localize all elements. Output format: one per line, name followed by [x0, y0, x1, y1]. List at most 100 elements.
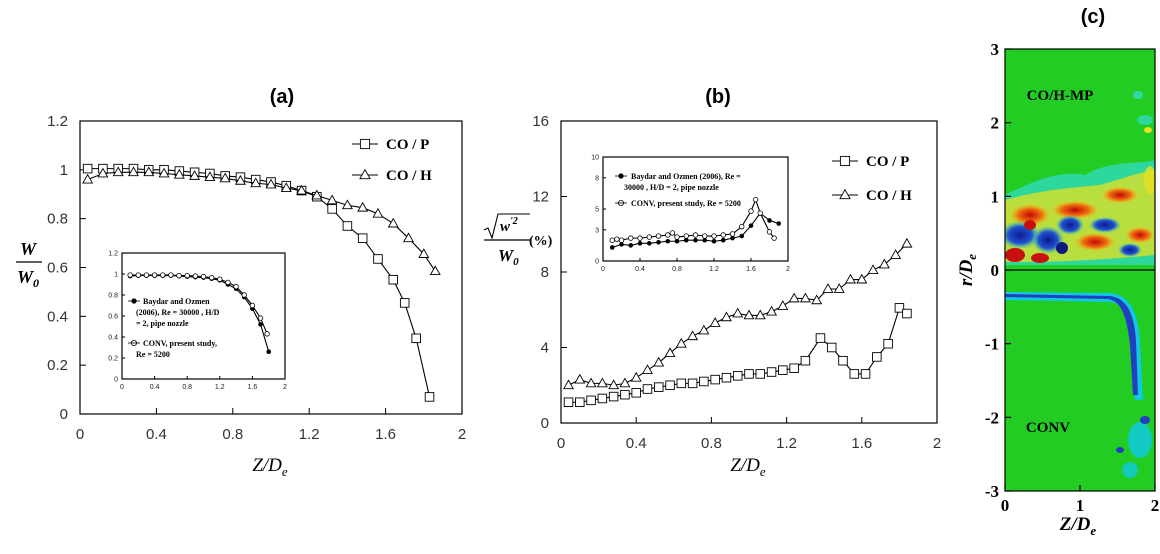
panel-c-xtick-label: 1 — [1076, 496, 1085, 515]
contour-map — [1005, 49, 1155, 491]
panel-a-inset-xtick-label: 1.6 — [248, 384, 258, 391]
panel-a-legend-label-2: CO / H — [386, 168, 432, 184]
panel-a-series-2-point — [219, 172, 231, 183]
panel-a-series-1-point — [342, 221, 353, 231]
panel-a-inset-series-2-point — [160, 272, 166, 278]
panel-b-inset-xtick-label: 0 — [601, 266, 605, 273]
panel-a-series-2-point — [265, 178, 277, 189]
panel-b-xlabel: Z/De — [730, 455, 766, 479]
panel-a-ytick-label: 0.2 — [47, 357, 68, 374]
panel-a-inset-legend-1-l1: Baydar and Ozmen — [143, 297, 210, 306]
panel-a-xtick-label: 0.4 — [146, 426, 167, 443]
panel-b-series-1-point — [654, 382, 664, 392]
panel-b-inset-series-1-point — [693, 237, 698, 243]
panel-b-series-1-point — [586, 395, 596, 406]
panel-a: (a) 0 0.4 0.8 1.2 1.6 2 0 0.2 0.4 0.6 0.8 1 1.2 W W0… — [16, 86, 466, 479]
panel-c: (c) — [956, 6, 1159, 538]
panel-b-inset-xtick-label: 2 — [786, 266, 790, 273]
panel-b-inset-series-1-point — [609, 245, 615, 250]
panel-a-series-2-point — [143, 166, 155, 177]
panel-b-series-2-point — [743, 309, 755, 320]
panel-b-series-2-point — [630, 371, 642, 382]
panel-b-ytick-label: 4 — [541, 340, 549, 357]
panel-b-series-1-point — [563, 397, 574, 407]
panel-a-inset-ytick-label: 0.4 — [108, 335, 118, 342]
panel-b-inset-series-1-point — [619, 242, 624, 247]
panel-a-inset-ytick-label: 0.6 — [108, 314, 118, 321]
panel-b-inset-xtick-label: 1.2 — [709, 266, 719, 273]
panel-b-inset-series-1-point — [730, 235, 735, 241]
panel-a-series-1-point — [424, 392, 435, 402]
panel-c-xtick-label: 0 — [1001, 496, 1010, 515]
panel-b-series-1-point — [744, 369, 754, 379]
panel-b-series-1-point — [789, 363, 799, 374]
panel-a-ytick-label: 0 — [60, 406, 68, 423]
panel-b-inset-series-1-point — [665, 238, 671, 244]
panel-b-inset-series-2-point — [655, 233, 662, 239]
panel-b-series-1-point — [676, 378, 687, 389]
panel-a-inset-series-2-point — [135, 272, 141, 278]
panel-c-xtick-label: 2 — [1151, 496, 1160, 515]
panel-a-ytick-label: 0.6 — [47, 260, 68, 277]
panel-a-inset-series-2-point — [264, 331, 270, 337]
panel-c-ytick-label: 2 — [991, 114, 1000, 133]
panel-a-series-1-point — [327, 204, 337, 214]
panel-b-inset-series-2-point — [752, 196, 759, 203]
panel-a-inset-series-2-point — [249, 302, 256, 309]
panel-b-inset-xtick-label: 0.8 — [672, 266, 682, 273]
panel-a-inset-series — [127, 272, 272, 355]
panel-b-inset-series-2-point — [637, 235, 643, 241]
panel-a-series-2-point — [296, 184, 308, 195]
panel-b-series-2-point — [890, 249, 902, 259]
panel-b-inset-series-1-point — [702, 237, 708, 243]
panel-b-series — [563, 237, 913, 407]
panel-b-ylabel: w'2 W0 (%) — [483, 213, 553, 268]
panel-b-series-2-point — [720, 311, 732, 322]
panel-a-series-2-point — [173, 168, 185, 179]
panel-b-inset-series-2-point — [692, 232, 699, 238]
panel-b-inset-series-1-point — [748, 223, 754, 228]
panel-b-series-2-point — [867, 264, 879, 275]
panel-b-inset-series-2-point — [748, 208, 754, 214]
panel-b-inset-series-1-point — [683, 237, 689, 243]
panel-b-inset-series-2-point — [766, 229, 773, 235]
panel-c-ytick-label: 0 — [991, 261, 1000, 280]
panel-b-series-2-point — [698, 324, 710, 335]
panel-b-series-1-point — [687, 378, 698, 389]
panel-b-legend-marker-1 — [839, 155, 851, 167]
panel-a-inset-legend-1-l3: = 2, pipe nozzle — [136, 319, 189, 328]
panel-a-series-1-point — [82, 163, 93, 174]
panel-b-inset-xtick-label: 0.4 — [635, 266, 645, 273]
panel-b-ytick-label: 0 — [541, 415, 549, 432]
panel-b-series-1-point — [699, 376, 709, 387]
panel-b-inset-legend-1-l2: 30000 , H/D = 2, pipe nozzle — [624, 183, 719, 192]
panel-a-inset-xtick-label: 0 — [120, 384, 124, 391]
panel-b-inset-xtick-label: 1.6 — [746, 266, 756, 273]
contour-top-label: CO/H-MP — [1027, 88, 1094, 104]
panel-b-series-1-point — [597, 393, 608, 404]
panel-b-series-2-point — [619, 377, 631, 388]
panel-b-inset-series-2-point — [729, 231, 736, 237]
panel-b-inset-series-2-point — [609, 237, 615, 243]
panel-b-series-2-point — [856, 273, 868, 284]
panel-b-series-2-point — [608, 379, 620, 390]
panel-a-series-2-point — [326, 194, 338, 205]
panel-b-series-1-point — [608, 391, 619, 402]
panel-b-series-2-point — [799, 292, 811, 303]
panel-b-series-1-point — [860, 369, 871, 379]
panel-a-series-2-point — [189, 170, 201, 180]
panel-b-ytick-label: 8 — [541, 264, 549, 281]
panel-a-xlabel: Z/De — [252, 455, 288, 479]
panel-b-series-2-point — [754, 309, 766, 320]
panel-a-series-2-point — [418, 248, 430, 258]
panel-b-series-1-point — [883, 338, 893, 349]
panel-a-series-2-point — [403, 232, 415, 243]
panel-a-series-2-point — [204, 171, 216, 182]
panel-b-inset-series-2-point — [683, 233, 689, 239]
panel-a-inset-series-2-point — [241, 292, 247, 298]
panel-a-inset-series-2-point — [257, 315, 264, 321]
panel-b-series-2-point — [709, 317, 721, 327]
panel-b-series-1-point — [642, 384, 653, 394]
panel-a-ytick-label: 1.2 — [47, 113, 68, 130]
panel-a-series-2-point — [250, 177, 262, 188]
